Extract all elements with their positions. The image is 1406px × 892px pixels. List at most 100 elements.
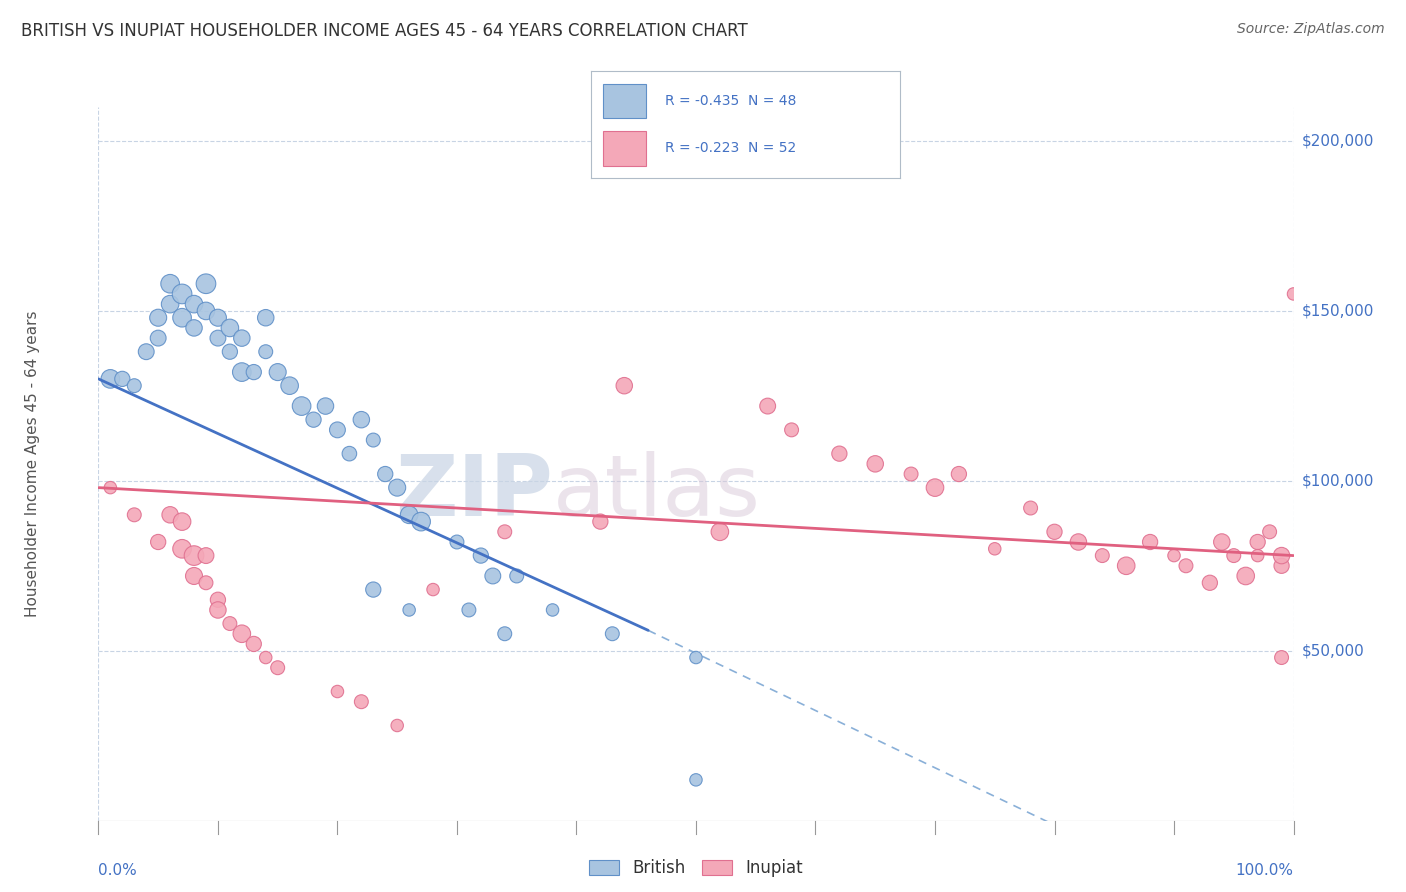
Point [506,569,529,583]
Point [254,650,277,665]
Point [172,310,194,325]
Point [254,310,277,325]
Point [219,321,242,335]
Point [1246,535,1268,549]
Point [1271,549,1294,563]
Point [135,344,157,359]
Point [183,569,205,583]
Text: $50,000: $50,000 [1302,643,1365,658]
Text: BRITISH VS INUPIAT HOUSEHOLDER INCOME AGES 45 - 64 YEARS CORRELATION CHART: BRITISH VS INUPIAT HOUSEHOLDER INCOME AG… [21,22,748,40]
Point [124,378,146,392]
Point [374,467,396,481]
Point [363,433,385,447]
Text: 100.0%: 100.0% [1236,863,1294,879]
Point [219,616,242,631]
Point [1139,535,1161,549]
Point [685,650,707,665]
Point [398,603,420,617]
Point [446,535,468,549]
Point [1043,524,1066,539]
Point [267,365,290,379]
Point [111,372,134,386]
Point [98,481,122,495]
Point [1163,549,1185,563]
Point [267,661,290,675]
Text: R = -0.435  N = 48: R = -0.435 N = 48 [665,95,796,108]
Point [148,535,170,549]
Point [494,626,516,640]
Point [1067,535,1090,549]
Point [1246,549,1268,563]
Point [709,524,731,539]
Point [398,508,420,522]
Point [183,297,205,311]
Point [1258,524,1281,539]
Point [756,399,779,413]
Point [385,481,409,495]
Point [159,297,181,311]
Point [481,569,505,583]
Point [254,344,277,359]
Point [194,304,217,318]
Bar [603,84,647,119]
Text: Householder Income Ages 45 - 64 years: Householder Income Ages 45 - 64 years [25,310,41,617]
Point [863,457,886,471]
Text: 0.0%: 0.0% [98,863,138,879]
Point [411,515,433,529]
Point [541,603,564,617]
Point [183,549,205,563]
Point [194,549,217,563]
Point [290,399,312,413]
Point [983,541,1005,556]
Point [385,718,409,732]
Point [1271,558,1294,573]
Point [1234,569,1257,583]
Text: ZIP: ZIP [395,450,553,534]
Point [337,447,360,461]
Point [828,447,851,461]
Point [900,467,922,481]
Point [243,365,266,379]
Text: $100,000: $100,000 [1302,474,1374,488]
Point [231,331,253,345]
Point [148,310,170,325]
Point [278,378,301,392]
Point [207,310,229,325]
Point [458,603,481,617]
Bar [603,131,647,166]
Point [1175,558,1198,573]
Point [326,423,349,437]
Point [219,344,242,359]
Point [613,378,636,392]
Point [159,277,181,291]
Point [1091,549,1114,563]
Point [948,467,970,481]
Point [159,508,181,522]
Legend: British, Inupiat: British, Inupiat [582,853,810,884]
Point [172,287,194,301]
Point [422,582,444,597]
Point [1282,287,1305,301]
Point [231,365,253,379]
Point [494,524,516,539]
Point [207,592,229,607]
Point [470,549,492,563]
Point [1019,501,1042,516]
Point [207,331,229,345]
Text: R = -0.223  N = 52: R = -0.223 N = 52 [665,142,796,155]
Text: $200,000: $200,000 [1302,134,1374,149]
Point [350,695,373,709]
Point [302,412,325,426]
Point [589,515,612,529]
Point [124,508,146,522]
Point [350,412,373,426]
Point [685,772,707,787]
Point [326,684,349,698]
Point [1211,535,1233,549]
Point [194,575,217,590]
Point [1198,575,1220,590]
Point [231,626,253,640]
Point [194,277,217,291]
Point [148,331,170,345]
Point [207,603,229,617]
